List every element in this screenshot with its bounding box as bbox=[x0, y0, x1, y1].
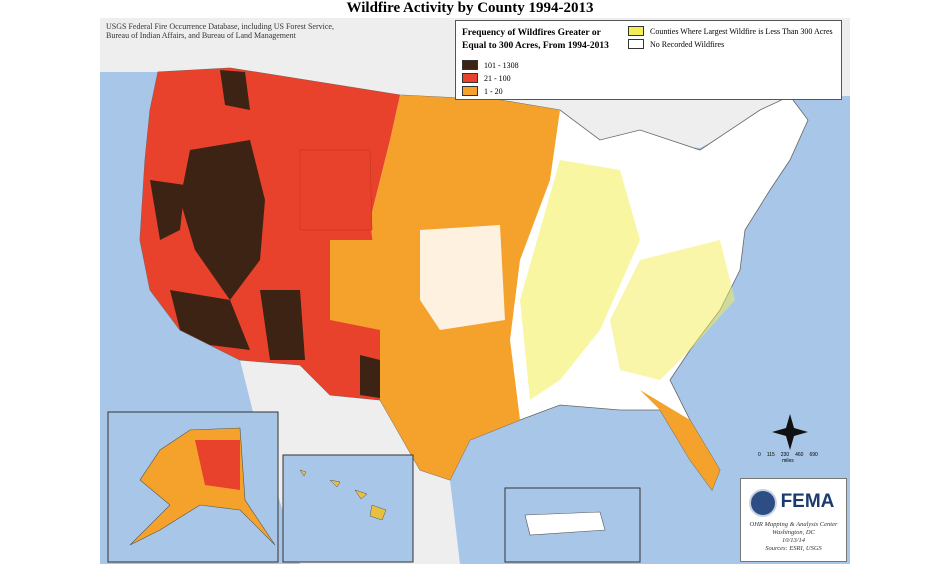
region-red bbox=[299, 149, 373, 231]
region-yellow bbox=[610, 240, 735, 380]
region-brown bbox=[220, 70, 250, 110]
legend-item: 21 - 100 bbox=[462, 72, 519, 84]
fema-logo: FEMA bbox=[780, 491, 835, 512]
credit-lines: OHR Mapping & Analysis Center Washington,… bbox=[741, 521, 846, 553]
region-brown bbox=[180, 140, 265, 300]
region-brown bbox=[170, 290, 250, 350]
scale-tick: 115 bbox=[766, 452, 775, 458]
compass bbox=[772, 414, 808, 450]
legend-item: Counties Where Largest Wildfire is Less … bbox=[628, 25, 833, 37]
legend-extra: Counties Where Largest Wildfire is Less … bbox=[628, 25, 833, 51]
legend-label: 101 - 1308 bbox=[484, 60, 519, 70]
legend: Frequency of Wildfires Greater or Equal … bbox=[455, 20, 842, 100]
legend-swatch bbox=[462, 73, 478, 83]
region-orange bbox=[640, 390, 720, 490]
legend-items: 101 - 1308 21 - 100 1 - 20 bbox=[462, 59, 519, 98]
legend-swatch bbox=[628, 26, 644, 36]
scale-tick: 690 bbox=[809, 452, 818, 458]
scale-unit: miles bbox=[782, 458, 794, 464]
credit-line: Washington, DC bbox=[772, 529, 815, 536]
region-brown bbox=[260, 290, 305, 360]
legend-label: 21 - 100 bbox=[484, 73, 511, 83]
puerto-rico bbox=[524, 511, 606, 536]
scale-tick: 230 bbox=[780, 452, 790, 458]
legend-swatch bbox=[462, 60, 478, 70]
legend-item: 101 - 1308 bbox=[462, 59, 519, 71]
credit-line: OHR Mapping & Analysis Center bbox=[749, 521, 838, 528]
region-orange bbox=[330, 240, 390, 330]
credit-line: Sources: ESRI, USGS bbox=[765, 545, 822, 552]
legend-label: 1 - 20 bbox=[484, 86, 503, 96]
source-note: USGS Federal Fire Occurrence Database, i… bbox=[106, 22, 334, 40]
region-brown bbox=[150, 180, 185, 240]
credits: FEMA OHR Mapping & Analysis Center Washin… bbox=[740, 478, 847, 562]
region-yellow bbox=[520, 160, 640, 400]
scale-tick: 460 bbox=[795, 452, 804, 458]
region-brown bbox=[360, 355, 380, 398]
scale-tick: 0 bbox=[758, 452, 761, 458]
legend-title: Frequency of Wildfires Greater or Equal … bbox=[462, 28, 609, 51]
region-white bbox=[420, 225, 505, 330]
legend-swatch bbox=[462, 86, 478, 96]
legend-swatch bbox=[628, 39, 644, 49]
map bbox=[100, 18, 850, 564]
scale-ticks: 0 115 230 460 690 bbox=[758, 452, 818, 458]
dhs-seal bbox=[749, 489, 777, 517]
scale-bar: 0 115 230 460 690 miles bbox=[758, 452, 818, 464]
legend-label: Counties Where Largest Wildfire is Less … bbox=[650, 26, 833, 36]
legend-item: 1 - 20 bbox=[462, 85, 519, 97]
legend-label: No Recorded Wildfires bbox=[650, 39, 725, 49]
legend-item: No Recorded Wildfires bbox=[628, 38, 833, 50]
credit-line: 10/13/14 bbox=[781, 537, 806, 544]
map-title: Wildfire Activity by County 1994-2013 bbox=[346, 0, 594, 16]
hawaii bbox=[299, 469, 387, 521]
region-red bbox=[195, 440, 240, 490]
